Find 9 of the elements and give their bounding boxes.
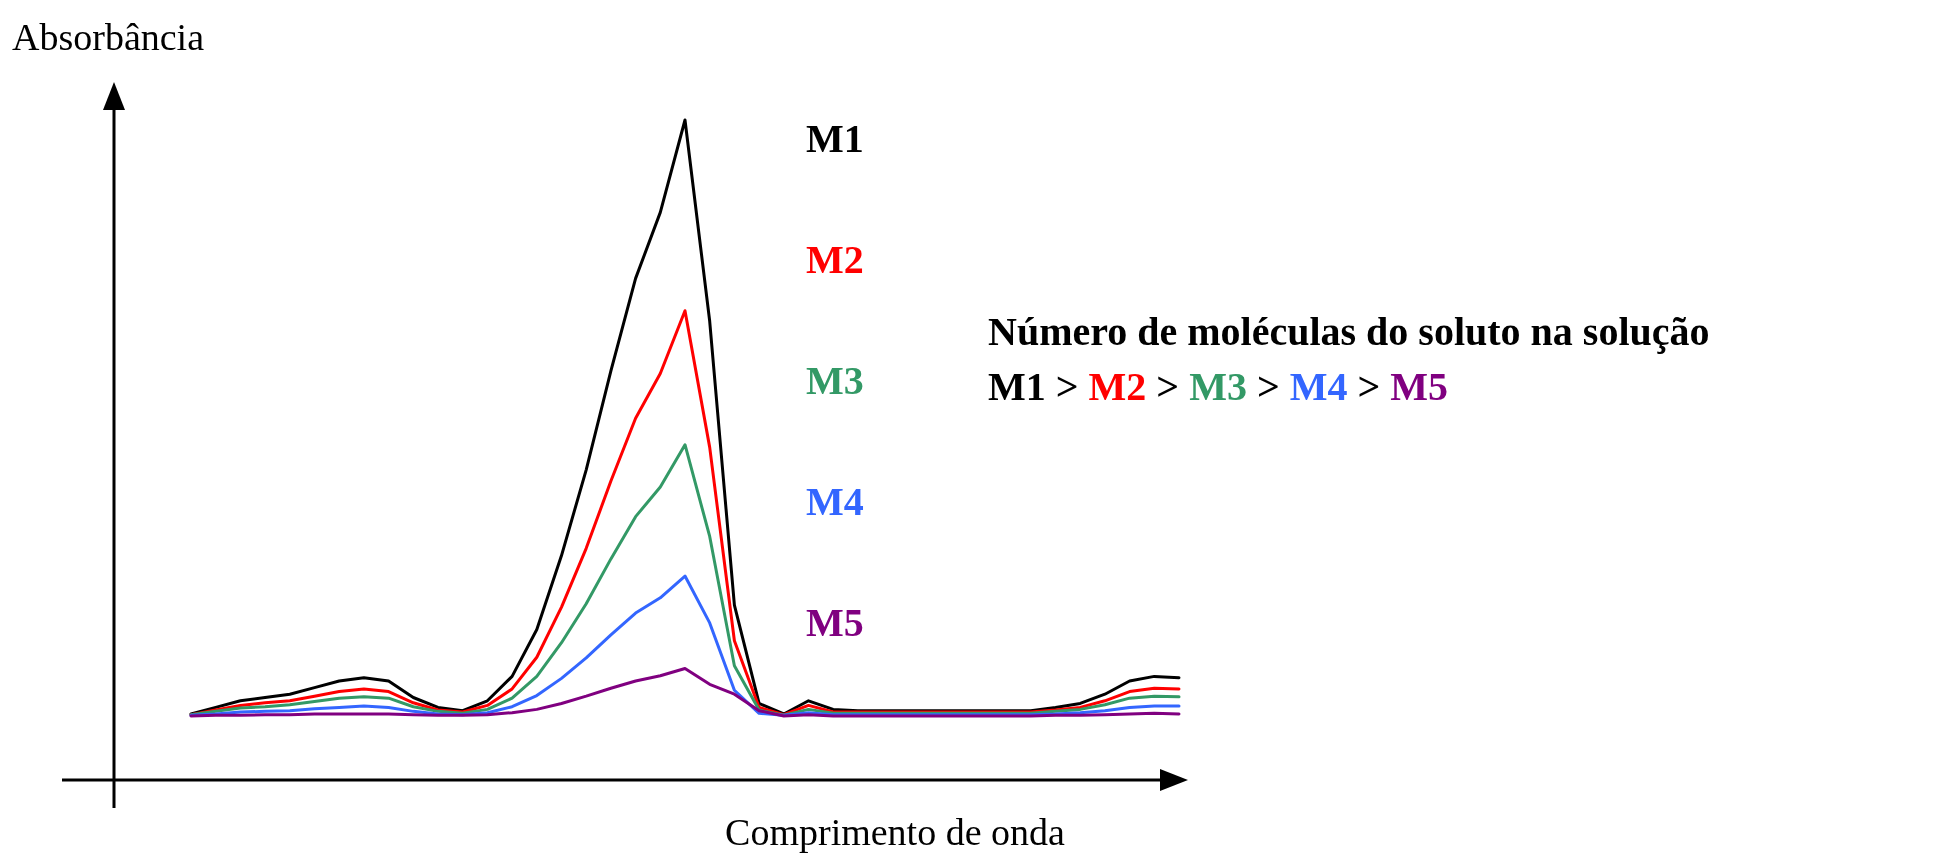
y-axis-title: Absorbância (12, 16, 205, 58)
text: M1 > M2 > M3 > M4 > M5 (988, 364, 1449, 409)
series-label: M5 (806, 600, 864, 645)
text: M3 (806, 358, 864, 403)
text: M4 (806, 479, 864, 524)
x-axis-title: Comprimento de onda (725, 811, 1066, 853)
text: M1 (806, 116, 864, 161)
annotation: Número de moléculas do soluto na solução (988, 309, 1710, 354)
text: M2 (806, 237, 864, 282)
